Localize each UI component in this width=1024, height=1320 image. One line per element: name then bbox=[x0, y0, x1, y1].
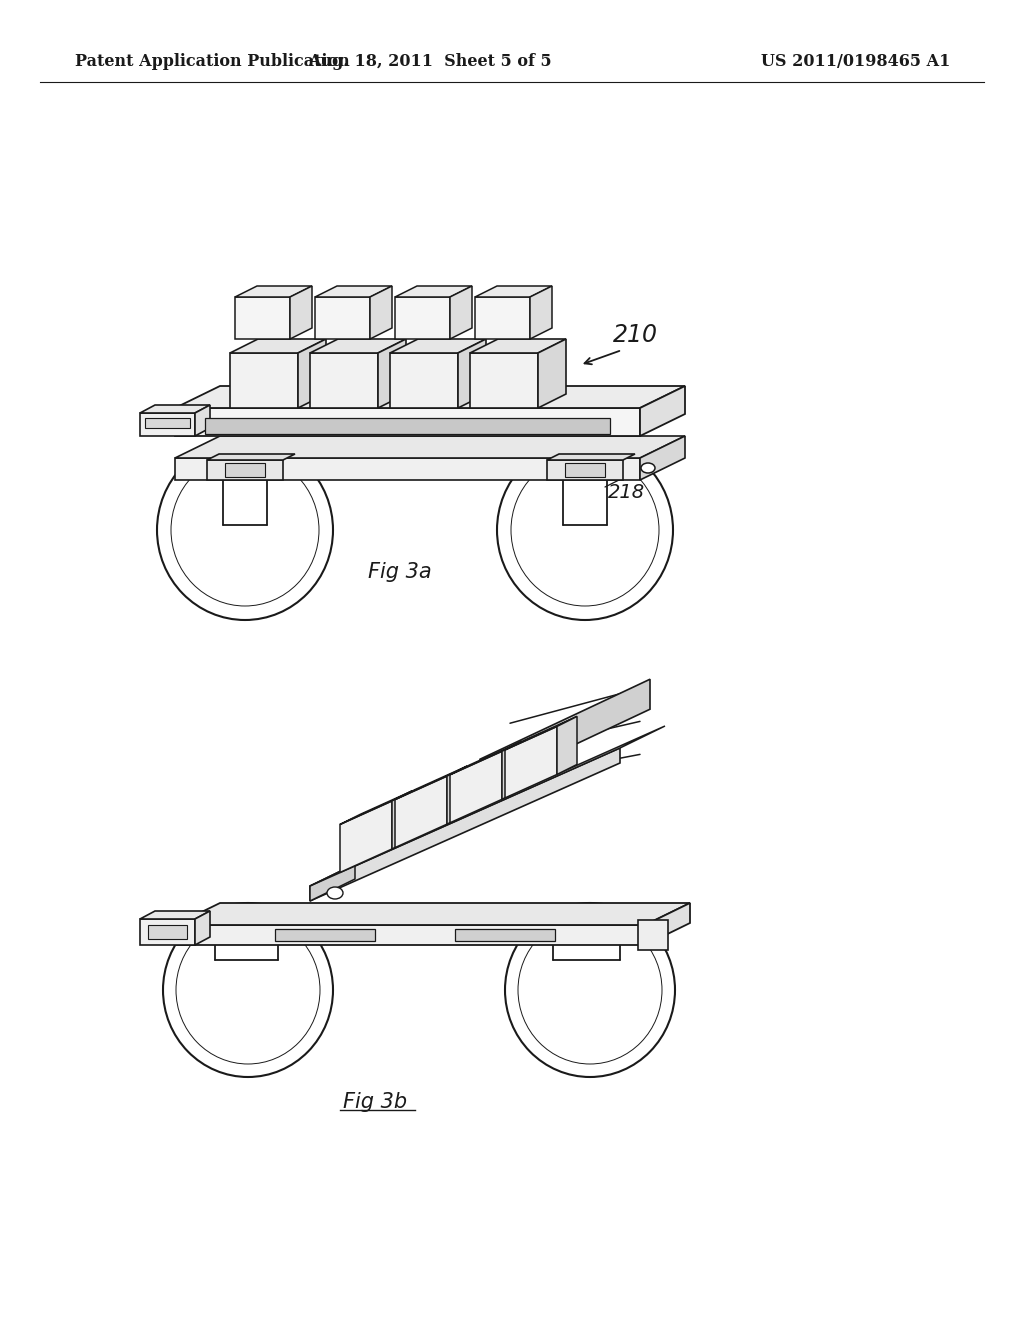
Polygon shape bbox=[458, 339, 486, 408]
Polygon shape bbox=[395, 776, 447, 847]
Polygon shape bbox=[207, 459, 283, 480]
Polygon shape bbox=[390, 352, 458, 408]
Polygon shape bbox=[230, 339, 326, 352]
Polygon shape bbox=[234, 297, 290, 339]
Polygon shape bbox=[547, 454, 635, 459]
Ellipse shape bbox=[163, 903, 333, 1077]
Polygon shape bbox=[175, 385, 685, 408]
Polygon shape bbox=[140, 405, 210, 413]
Polygon shape bbox=[547, 459, 623, 480]
Polygon shape bbox=[640, 385, 685, 436]
Polygon shape bbox=[340, 801, 392, 873]
Polygon shape bbox=[557, 717, 577, 775]
Polygon shape bbox=[475, 297, 530, 339]
Polygon shape bbox=[175, 925, 645, 945]
Polygon shape bbox=[395, 766, 467, 800]
Polygon shape bbox=[340, 791, 412, 825]
Text: Aug. 18, 2011  Sheet 5 of 5: Aug. 18, 2011 Sheet 5 of 5 bbox=[308, 54, 552, 70]
Polygon shape bbox=[310, 352, 378, 408]
Polygon shape bbox=[175, 408, 640, 436]
Polygon shape bbox=[315, 286, 392, 297]
Polygon shape bbox=[310, 865, 355, 902]
Polygon shape bbox=[395, 286, 472, 297]
Polygon shape bbox=[175, 436, 685, 458]
Polygon shape bbox=[450, 751, 502, 822]
Polygon shape bbox=[505, 726, 557, 797]
Polygon shape bbox=[195, 911, 210, 945]
Polygon shape bbox=[470, 339, 566, 352]
Ellipse shape bbox=[497, 440, 673, 620]
Polygon shape bbox=[315, 297, 370, 339]
Polygon shape bbox=[140, 911, 210, 919]
Polygon shape bbox=[310, 726, 665, 886]
Text: Patent Application Publication: Patent Application Publication bbox=[75, 54, 350, 70]
Polygon shape bbox=[645, 903, 690, 945]
Polygon shape bbox=[638, 920, 668, 950]
Text: Fig 3a: Fig 3a bbox=[369, 562, 432, 582]
Polygon shape bbox=[140, 919, 195, 945]
Polygon shape bbox=[234, 286, 312, 297]
Polygon shape bbox=[175, 458, 640, 480]
Text: Fig 3b: Fig 3b bbox=[343, 1092, 408, 1111]
Polygon shape bbox=[395, 297, 450, 339]
Polygon shape bbox=[565, 463, 605, 477]
Polygon shape bbox=[378, 339, 406, 408]
Polygon shape bbox=[530, 286, 552, 339]
Polygon shape bbox=[455, 929, 555, 941]
Text: US 2011/0198465 A1: US 2011/0198465 A1 bbox=[761, 54, 950, 70]
Polygon shape bbox=[145, 418, 190, 428]
Polygon shape bbox=[505, 717, 577, 750]
Ellipse shape bbox=[157, 440, 333, 620]
Polygon shape bbox=[148, 925, 187, 939]
Polygon shape bbox=[275, 929, 375, 941]
Polygon shape bbox=[390, 339, 486, 352]
Polygon shape bbox=[310, 339, 406, 352]
Ellipse shape bbox=[641, 463, 655, 473]
Polygon shape bbox=[447, 766, 467, 824]
Polygon shape bbox=[392, 791, 412, 849]
Text: 210: 210 bbox=[612, 323, 657, 347]
Polygon shape bbox=[502, 742, 522, 800]
Polygon shape bbox=[640, 436, 685, 480]
Polygon shape bbox=[290, 286, 312, 339]
Polygon shape bbox=[140, 413, 195, 436]
Polygon shape bbox=[475, 286, 552, 297]
Polygon shape bbox=[230, 352, 298, 408]
Polygon shape bbox=[470, 352, 538, 408]
Polygon shape bbox=[310, 748, 620, 902]
Text: 218: 218 bbox=[608, 483, 645, 502]
Polygon shape bbox=[450, 742, 522, 775]
Polygon shape bbox=[538, 339, 566, 408]
Polygon shape bbox=[450, 286, 472, 339]
Polygon shape bbox=[370, 286, 392, 339]
Ellipse shape bbox=[505, 903, 675, 1077]
Polygon shape bbox=[207, 454, 295, 459]
Polygon shape bbox=[298, 339, 326, 408]
Polygon shape bbox=[480, 680, 650, 789]
Polygon shape bbox=[175, 903, 690, 925]
Polygon shape bbox=[205, 418, 610, 434]
Ellipse shape bbox=[327, 887, 343, 899]
Polygon shape bbox=[225, 463, 265, 477]
Polygon shape bbox=[195, 405, 210, 436]
